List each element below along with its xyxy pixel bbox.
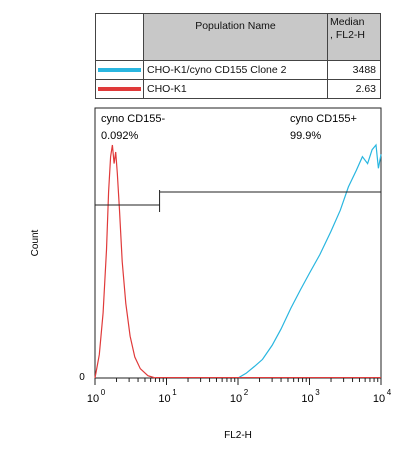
x-axis-label: FL2-H: [224, 430, 252, 441]
legend-table: Population Name Median , FL2-H CHO-K1/cy…: [95, 13, 381, 99]
plot-frame: [94, 107, 382, 379]
series-line-1: [237, 143, 382, 379]
gate-neg-percent: 0.092%: [101, 130, 139, 142]
x-tick-label: 10: [230, 393, 242, 405]
x-tick-label: 10: [158, 393, 170, 405]
legend-swatch-chok1: [98, 87, 141, 91]
series-layer: [94, 143, 382, 379]
gate-layer: [95, 190, 381, 212]
x-tick-exponent: 1: [172, 388, 177, 397]
legend-header-blank: [95, 13, 144, 61]
legend-value-chok1: 2.63: [327, 79, 381, 99]
x-tick-exponent: 2: [244, 388, 249, 397]
legend-header-name: Population Name: [143, 13, 328, 61]
gate-neg-name: cyno CD155-: [101, 113, 166, 125]
legend-header-median-line2: , FL2-H: [330, 29, 366, 42]
legend-header-row: Population Name Median , FL2-H: [95, 13, 381, 61]
legend-swatch-clone2: [98, 68, 141, 72]
legend-row: CHO-K1/cyno CD155 Clone 2 3488: [95, 60, 381, 80]
gate-pos-name: cyno CD155+: [290, 113, 357, 125]
legend-header-median-line1: Median: [330, 16, 365, 28]
series-line-0: [94, 144, 156, 379]
gate-pos-percent: 99.9%: [290, 130, 321, 142]
x-tick-label: 10: [87, 393, 99, 405]
x-tick-exponent: 3: [315, 388, 320, 397]
legend-name-clone2: CHO-K1/cyno CD155 Clone 2: [143, 60, 328, 80]
legend-row: CHO-K1 2.63: [95, 79, 381, 99]
x-tick-exponent: 4: [387, 388, 392, 397]
legend-header-median: Median , FL2-H: [327, 13, 381, 61]
y-tick-label-0: 0: [79, 372, 85, 383]
x-tick-label: 10: [301, 393, 313, 405]
legend-swatch-cell: [95, 79, 144, 99]
y-axis-label: Count: [30, 229, 41, 256]
x-tick-exponent: 0: [101, 388, 106, 397]
x-tick-label: 10: [373, 393, 385, 405]
legend-name-chok1: CHO-K1: [143, 79, 328, 99]
